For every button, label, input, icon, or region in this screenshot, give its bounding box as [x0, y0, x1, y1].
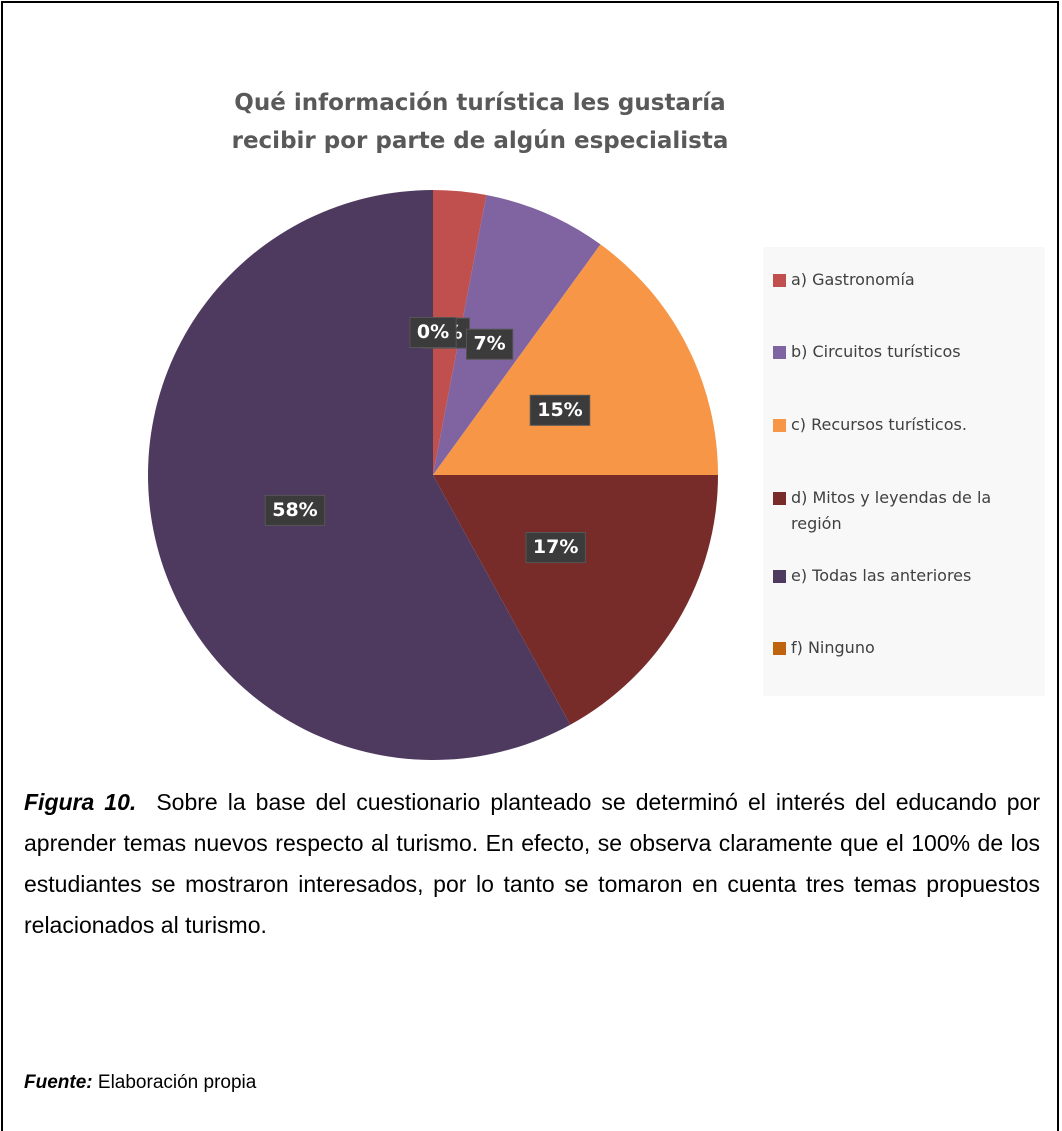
- data-label: 0%: [409, 317, 457, 348]
- legend-swatch: [773, 274, 786, 287]
- source-text: Elaboración propia: [97, 1072, 257, 1093]
- data-label-text: 17%: [533, 536, 578, 558]
- source: Fuente: Elaboración propia: [24, 1072, 256, 1094]
- caption-label: Figura 10.: [24, 789, 137, 815]
- data-label-text: 15%: [537, 399, 582, 421]
- pie-slice: [147, 190, 571, 761]
- data-label-bg: [264, 494, 326, 526]
- legend-item: d) Mitos y leyendas de la región: [773, 485, 1043, 537]
- caption-text: Sobre la base del cuestionario planteado…: [24, 789, 1041, 938]
- data-label-bg: [465, 328, 514, 360]
- legend-item: c) Recursos turísticos.: [773, 412, 1043, 438]
- legend-item: e) Todas las anteriores: [773, 563, 1043, 589]
- legend: a) Gastronomía b) Circuitos turísticos c) …: [763, 247, 1045, 696]
- data-label: 58%: [264, 494, 326, 526]
- data-label-bg: [525, 532, 586, 564]
- legend-item: a) Gastronomía: [773, 267, 1043, 293]
- legend-swatch: [773, 346, 786, 359]
- chart: 3%7%15%17%58%0%: [147, 190, 718, 761]
- legend-swatch: [773, 570, 786, 583]
- legend-swatch: [773, 419, 786, 432]
- legend-label: e) Todas las anteriores: [791, 566, 972, 585]
- data-label-text: 58%: [272, 499, 317, 521]
- data-label-bg: [409, 317, 457, 348]
- pie-slice: [433, 475, 718, 725]
- legend-swatch: [773, 492, 786, 505]
- pie-slice: [433, 195, 601, 475]
- legend-label: a) Gastronomía: [791, 270, 915, 289]
- legend-swatch: [773, 642, 786, 655]
- data-label: 15%: [529, 394, 591, 426]
- data-label-text: 0%: [417, 321, 449, 343]
- legend-item: b) Circuitos turísticos: [773, 339, 1043, 365]
- pie-slice: [433, 244, 718, 475]
- chart-title: Qué información turística les gustaría r…: [231, 90, 729, 154]
- source-label: Fuente:: [24, 1072, 93, 1093]
- legend-label: c) Recursos turísticos.: [791, 415, 967, 434]
- caption: Figura 10. Sobre la base del cuestionari…: [24, 782, 1040, 946]
- legend-label: f) Ninguno: [791, 638, 875, 657]
- legend-label: b) Circuitos turísticos: [791, 342, 961, 361]
- data-label: 7%: [465, 328, 514, 360]
- data-label: 17%: [525, 532, 586, 564]
- data-label-text: 7%: [473, 333, 505, 355]
- data-label-bg: [529, 394, 591, 426]
- legend-label: d) Mitos y leyendas de la región: [791, 488, 992, 533]
- legend-item: f) Ninguno: [773, 635, 1043, 661]
